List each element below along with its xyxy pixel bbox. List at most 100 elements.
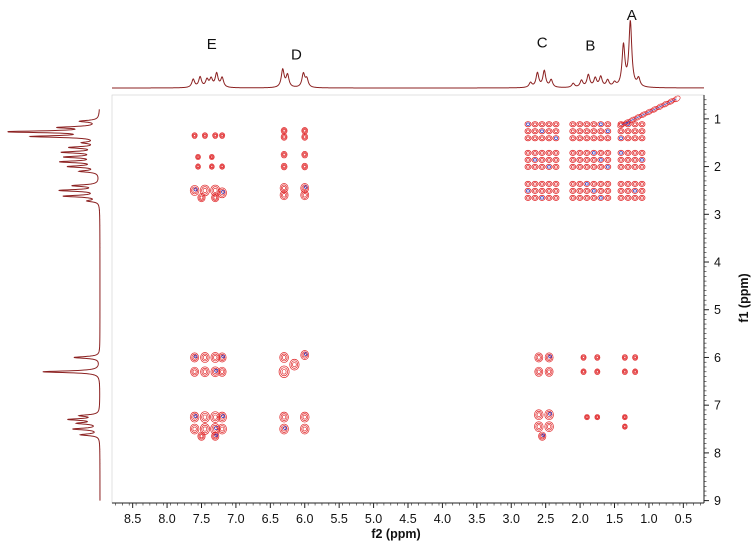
contour-ring — [621, 354, 628, 361]
ridge-contour — [621, 98, 677, 126]
contour-spot — [280, 133, 288, 141]
contour-block — [569, 180, 612, 201]
contour-ring — [624, 187, 632, 194]
contour-ring — [547, 196, 551, 200]
contour-ring — [554, 136, 558, 140]
contour-ring — [597, 187, 605, 194]
contour-ring-negative — [214, 433, 218, 437]
contour-ring — [302, 134, 308, 140]
contour-ring — [640, 165, 644, 169]
contour-ring — [289, 358, 300, 371]
contour-ring — [576, 128, 584, 135]
contour-ring — [633, 136, 637, 140]
contour-ring — [597, 163, 605, 170]
contour-ring — [577, 158, 582, 162]
contour-ring — [623, 425, 627, 429]
contour-ring — [552, 156, 560, 163]
contour-ring — [202, 426, 208, 432]
contour-ring-negative — [221, 354, 225, 359]
contour-ring — [577, 151, 582, 155]
contour-ring — [547, 182, 551, 186]
contour-ring — [640, 136, 644, 140]
contour-ring — [569, 180, 577, 187]
contour-ring — [536, 369, 541, 374]
ridge-ring — [667, 98, 675, 105]
contour-ring — [191, 425, 198, 433]
contour-spot — [544, 352, 554, 363]
contour-ring — [200, 366, 210, 378]
contour-ring — [526, 129, 530, 133]
contour-ring — [538, 180, 546, 187]
contour-spot — [197, 431, 206, 441]
contour-ring — [189, 185, 200, 196]
contour-ring — [626, 182, 630, 186]
contour-ring — [536, 412, 541, 418]
contour-ring — [545, 410, 553, 419]
contour-ring — [538, 163, 546, 170]
contour-ring — [598, 136, 603, 140]
contour-ring — [617, 135, 625, 142]
contour-ring — [569, 194, 577, 201]
contour-ring — [638, 128, 646, 135]
contour-ring — [211, 431, 220, 441]
contour-ring — [290, 360, 299, 369]
contour-spot — [279, 183, 289, 193]
contour-ring — [590, 135, 598, 142]
contour-ring — [302, 193, 307, 198]
contour-ring — [540, 189, 544, 193]
contour-ring — [583, 163, 591, 170]
contour-ring — [633, 189, 637, 193]
contour-ring — [619, 189, 623, 193]
contour-ring — [621, 368, 628, 376]
contour-ring — [569, 128, 577, 135]
contour-ring — [210, 155, 214, 159]
contour-ring — [218, 425, 226, 433]
contour-spot — [544, 409, 554, 421]
contour-ring — [302, 163, 308, 170]
contour-ring — [632, 355, 638, 360]
contour-ring — [552, 187, 560, 194]
contour-ring — [598, 151, 603, 155]
x-tick-label: 1.5 — [606, 512, 623, 526]
contour-ring — [633, 129, 637, 133]
peak-label-A: A — [627, 7, 637, 24]
contour-ring — [631, 194, 639, 201]
contour-ring — [623, 415, 627, 419]
contour-spot — [280, 162, 288, 171]
contour-ring — [302, 414, 307, 420]
contour-ring — [590, 194, 598, 201]
contour-ring — [534, 352, 544, 363]
contour-ring — [219, 132, 226, 139]
contour-ring — [583, 180, 591, 187]
contour-spot — [197, 193, 206, 203]
contour-spot — [534, 366, 544, 377]
contour-ring — [604, 194, 612, 201]
contour-ring — [301, 425, 309, 433]
contour-spot — [584, 414, 590, 421]
contour-ring — [638, 149, 646, 156]
contour-ring — [617, 128, 625, 135]
contour-ring — [212, 432, 219, 440]
contour-ring — [533, 136, 537, 140]
contour-ring — [570, 182, 575, 186]
contour-ring — [199, 411, 210, 423]
contour-ring — [604, 121, 612, 128]
contour-spot — [212, 132, 219, 139]
x-tick-label: 3.0 — [503, 512, 520, 526]
contour-ring — [597, 156, 605, 163]
contour-ring — [547, 122, 551, 126]
contour-ring — [531, 187, 539, 194]
contour-spot — [278, 365, 290, 378]
contour-ring — [211, 353, 219, 362]
contour-ring — [576, 121, 584, 128]
contour-ring — [302, 128, 308, 134]
contour-ring — [538, 156, 546, 163]
contour-ring — [633, 196, 637, 200]
contour-block — [617, 149, 646, 170]
contour-spot — [199, 423, 210, 435]
contour-ring — [570, 165, 575, 169]
contour-ring — [640, 182, 644, 186]
contour-ring — [190, 366, 199, 377]
contour-ring — [631, 180, 639, 187]
